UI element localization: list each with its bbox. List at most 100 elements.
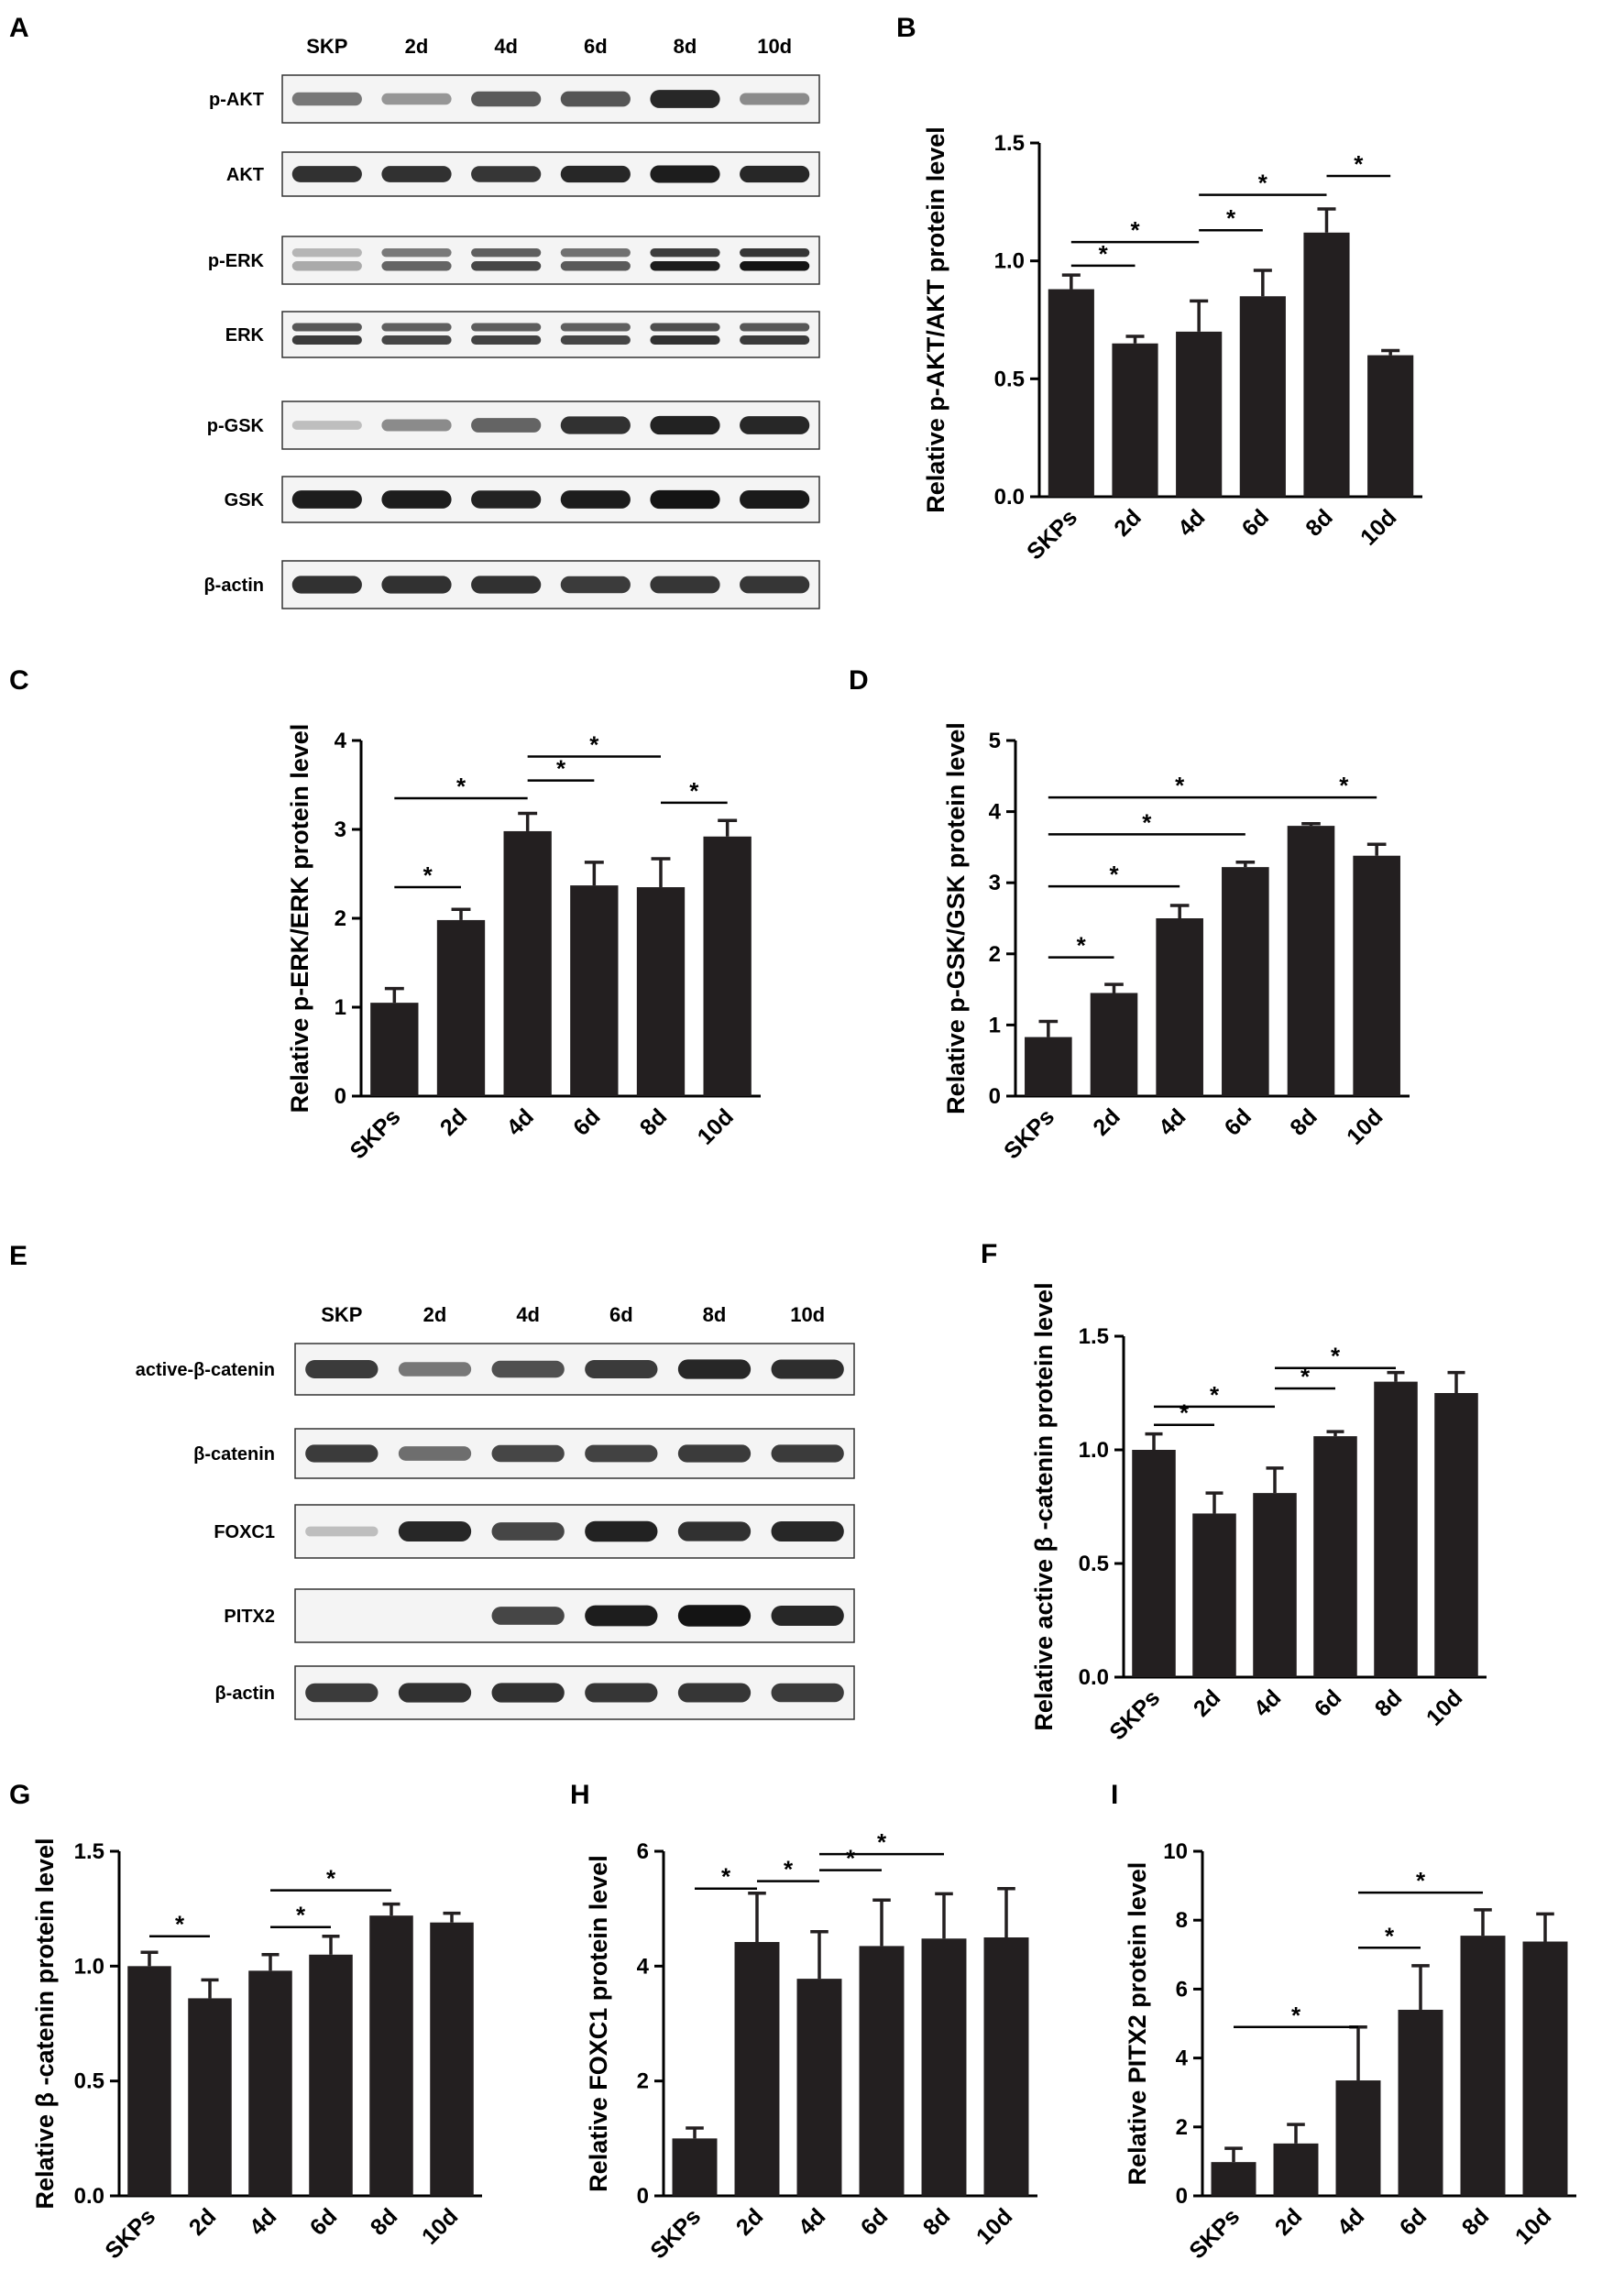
blot-strip [281,476,820,523]
blot-band [491,1522,565,1541]
bar [436,919,486,1096]
panel-letter-h: H [570,1780,590,1810]
significance-star: * [1109,861,1119,888]
blot-band [771,1605,844,1627]
x-tick-label: 6d [1220,1103,1256,1140]
significance-star: * [1099,240,1109,268]
blot-band [471,323,542,332]
bar [921,1938,967,2196]
x-tick-label: 4d [501,1103,538,1140]
y-axis-label: Relative p-GSK/GSK protein level [942,722,970,1114]
y-tick-label: 1.5 [994,131,1025,156]
blot-band [291,323,362,332]
blot-band [305,1683,379,1703]
bar [1112,343,1158,497]
x-tick-label: 4d [245,2203,281,2240]
blot-band [381,419,452,432]
y-tick-label: 0.5 [1079,1552,1109,1576]
blot-lane-label: 4d [494,35,518,58]
x-tick-label: 10d [417,2203,463,2249]
panel-letter-g: G [9,1780,30,1810]
blot-band [471,166,542,182]
blot-band [560,416,631,434]
blot-band [650,165,720,183]
x-tick-label: 6d [568,1103,605,1140]
bar [1090,993,1138,1096]
blot-row-label: FOXC1 [214,1522,275,1542]
panel-letter-d: D [849,665,869,696]
blot-band [740,416,810,434]
x-tick-label: 10d [1342,1103,1388,1149]
blot-band [560,576,631,594]
blot-row-label: β-actin [214,1684,275,1704]
y-tick-label: 6 [637,1839,649,1864]
blot-band [471,490,542,509]
y-tick-label: 0.0 [994,485,1025,510]
bar [370,1003,419,1096]
x-tick-label: 6d [305,2203,342,2240]
blot-lane-label: SKP [321,1303,362,1326]
blot-row-label: ERK [225,325,265,346]
blot-band [471,335,542,345]
blot-band [560,248,631,258]
bar [1253,1493,1297,1677]
y-tick-label: 2 [1176,2115,1188,2140]
bar [1273,2143,1319,2196]
y-tick-label: 1.0 [994,249,1025,274]
significance-star: * [1226,204,1236,232]
y-tick-label: 0.0 [1079,1665,1109,1690]
blot-band [650,335,720,345]
blot-strip [294,1504,855,1559]
western-blot-e: SKP 2d 4d 6d 8d 10d active-β-catenin β-catenin F… [136,1303,855,1720]
blot-band [740,335,810,345]
blot-band [381,490,452,509]
significance-star: * [456,773,466,800]
blot-row-label: β-catenin [193,1444,275,1465]
y-tick-label: 10 [1163,1839,1188,1864]
x-tick-label: SKPs [1022,504,1082,565]
significance-star: * [556,755,566,783]
blot-lane-label: 4d [516,1303,540,1326]
blot-band [491,1683,565,1703]
y-tick-label: 1 [335,995,346,1020]
significance-star: * [1291,2002,1301,2029]
y-tick-label: 0 [989,1084,1001,1109]
blot-lane-label: 2d [423,1303,447,1326]
panel-letter-i: I [1111,1780,1118,1810]
bar [1176,331,1223,497]
y-tick-label: 3 [335,817,346,842]
bar [983,1937,1029,2196]
x-tick-label: 10d [1421,1684,1467,1730]
bar [1353,855,1400,1096]
y-tick-label: 4 [989,800,1002,825]
significance-star: * [1258,170,1268,197]
blot-band [398,1520,472,1542]
y-tick-label: 1.0 [1079,1438,1109,1463]
x-tick-label: 2d [1088,1103,1125,1140]
y-tick-label: 0 [1176,2184,1188,2209]
y-tick-label: 4 [335,729,347,753]
blot-lane-label: 10d [757,35,792,58]
x-tick-label: 2d [1270,2203,1307,2240]
blot-band [560,261,631,271]
blot-band [677,1359,752,1379]
bar [1048,289,1094,497]
blot-band [585,1360,658,1378]
blot-band [740,93,810,105]
blot-band [381,335,452,345]
blot-strip [281,311,820,358]
x-tick-label: 8d [1285,1103,1322,1140]
blot-band [650,415,720,435]
blot-band [381,261,452,271]
blot-band [291,261,362,271]
blot-band [585,1605,658,1627]
blot-band [291,335,362,345]
blot-strip [281,560,820,609]
y-axis-label: Relative active β -catenin protein level [1030,1282,1058,1730]
y-tick-label: 4 [637,1954,650,1979]
blot-band [398,1362,472,1377]
bar [1522,1941,1568,2196]
x-tick-label: 2d [731,2203,768,2240]
x-tick-label: 2d [1109,504,1146,541]
y-tick-label: 0.5 [74,2069,104,2094]
